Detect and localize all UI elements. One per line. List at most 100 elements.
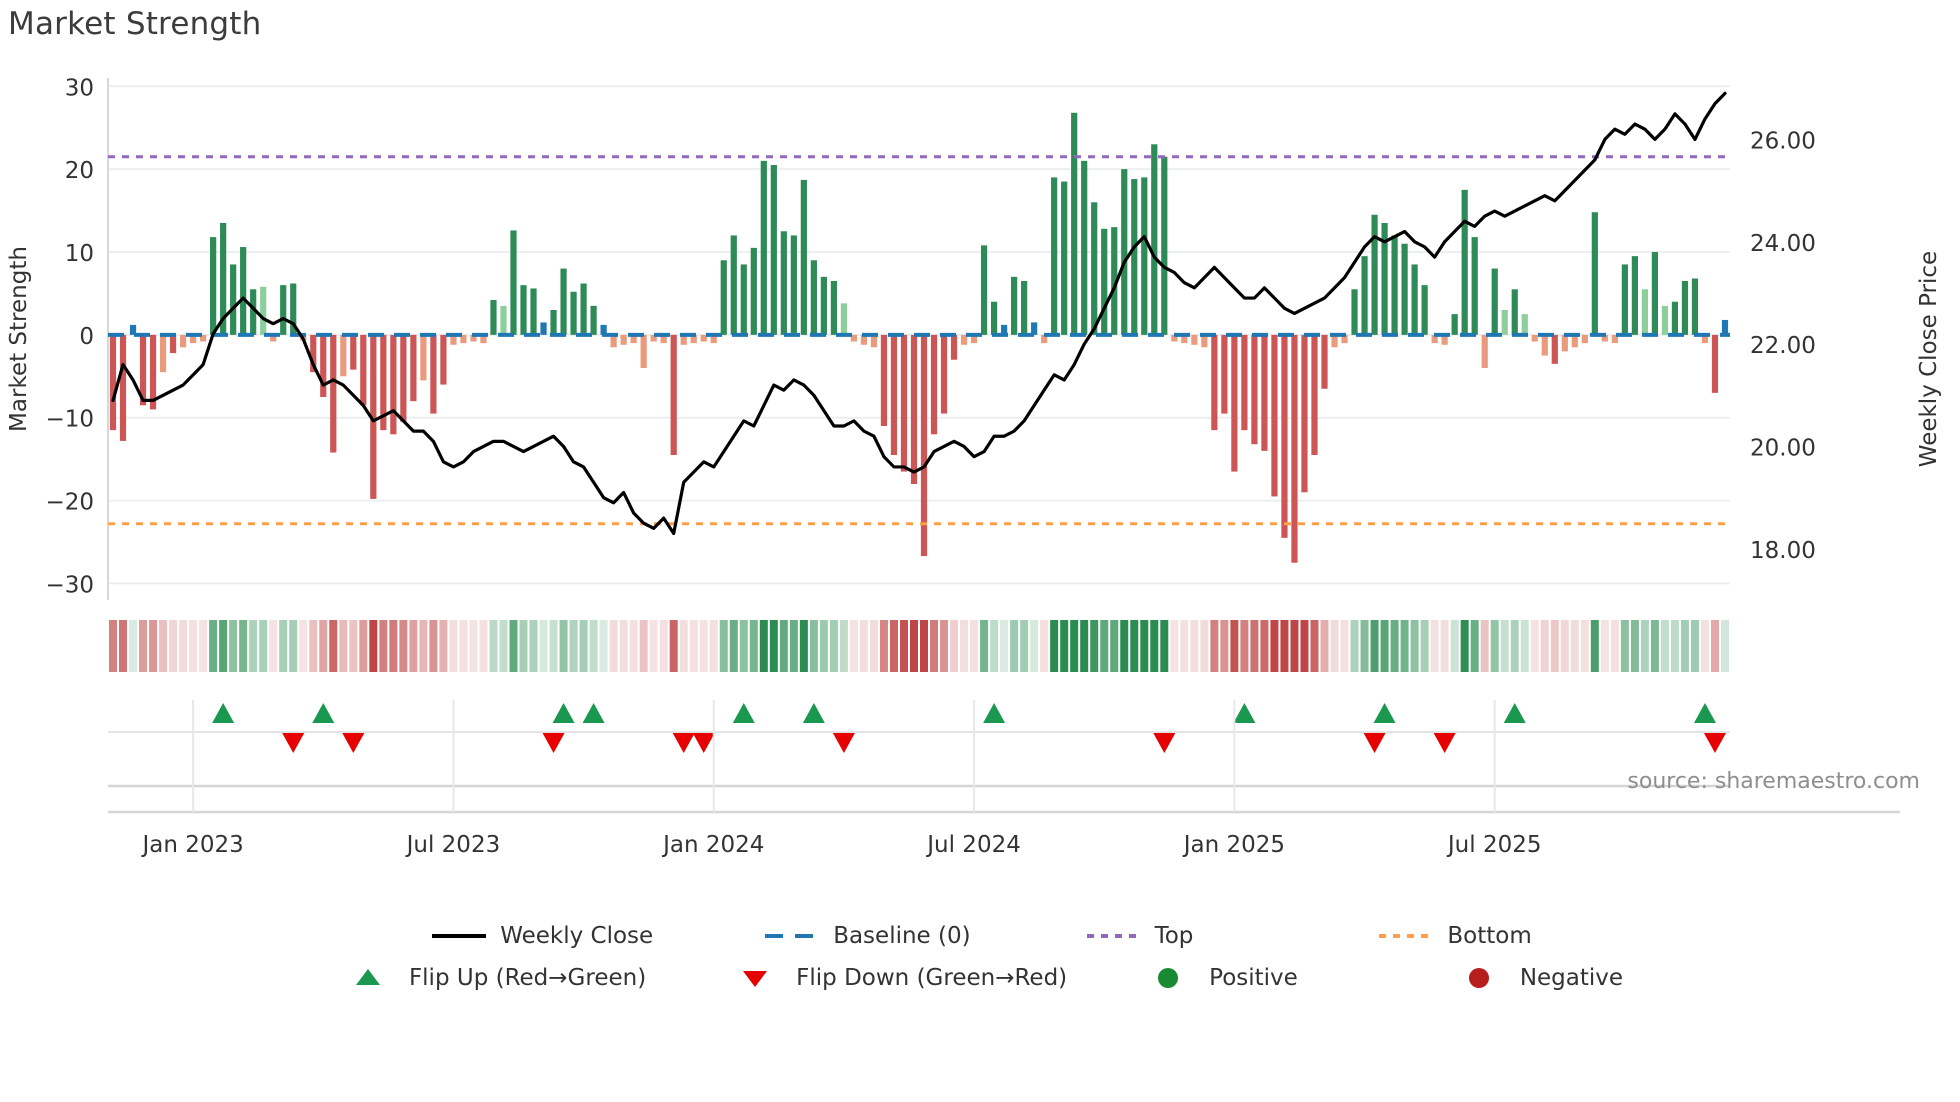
strength-bar [350,334,357,370]
heatmap-cell [980,620,989,672]
strength-bar [940,334,948,414]
heatmap-cell [719,620,728,672]
strength-bar [1371,214,1378,335]
heatmap-cell [619,620,628,672]
x-axis-tick-label: Jan 2025 [1182,832,1285,858]
strength-bar [290,283,297,335]
heatmap-cell [1270,620,1279,672]
heatmap-cell [379,620,388,672]
strength-bar [1001,324,1008,335]
y-axis-tick-label: −30 [45,572,94,598]
legend-item-negative[interactable]: Negative [1448,965,1623,991]
heatmap-cell [739,620,748,672]
strength-bar [1521,314,1528,335]
heatmap-cell [930,620,939,672]
heatmap-cell [669,620,678,672]
heatmap-cell [839,620,848,672]
heatmap-cell [1020,620,1029,672]
legend-label: Baseline (0) [833,923,971,949]
dashed-line-icon [761,928,823,944]
legend-item-flip-down-green-red[interactable]: Flip Down (Green→Red) [724,965,1067,991]
strength-bar [1351,289,1358,335]
heatmap-cell [1630,620,1639,672]
strength-bar [1721,319,1729,335]
flip-up-marker [312,703,335,723]
strength-bar [1451,314,1458,335]
solid-line-icon [428,928,490,944]
heatmap-cell [1700,620,1709,672]
strength-bar [530,288,537,335]
heatmap-cell [1160,620,1169,672]
strength-bar [1601,334,1608,342]
strength-bar [440,334,447,385]
flip-down-marker [1363,733,1386,753]
heatmap-cell [1570,620,1579,672]
heatmap-cell [159,620,168,672]
strength-bar [1221,334,1228,414]
heatmap-cell [1070,620,1079,672]
strength-bar [1051,177,1058,335]
heatmap-cell [369,620,378,672]
strength-bar [1151,144,1158,335]
strength-bar [750,247,757,335]
strength-bar [990,301,998,335]
strength-bar [1191,334,1198,345]
strength-bar [1391,235,1398,335]
strength-bar [1501,310,1508,335]
legend-item-bottom[interactable]: Bottom [1375,923,1532,949]
heatmap-cell [899,620,908,672]
flip-down-marker [1153,733,1176,753]
legend-item-flip-up-red-green[interactable]: Flip Up (Red→Green) [337,965,646,991]
strength-bar [640,334,647,368]
y-axis-title: Market Strength [6,246,32,432]
source-note: source: sharemaestro.com [1627,769,1920,794]
y2-axis-tick-label: 22.00 [1750,333,1816,359]
legend-item-weekly-close[interactable]: Weekly Close [428,923,653,949]
strength-bar [250,289,257,335]
heatmap-cell [329,620,338,672]
heatmap-cell [1040,620,1049,672]
heatmap-cell [809,620,818,672]
y2-axis-tick-label: 24.00 [1750,231,1816,257]
heatmap-cell [1100,620,1109,672]
strength-bar [830,281,837,335]
legend-item-baseline-0[interactable]: Baseline (0) [761,923,971,949]
flip-down-marker [672,733,695,753]
strength-bar [520,285,527,335]
strength-bar [480,334,487,344]
flip-up-marker [983,703,1006,723]
heatmap-cell [1660,620,1669,672]
heatmap-cell [679,620,688,672]
heatmap-cell [799,620,808,672]
y2-axis-tick-label: 18.00 [1750,538,1816,564]
heatmap-cell [129,620,138,672]
strength-bar [370,334,377,499]
strength-bar [760,160,767,335]
heatmap-cell [1560,620,1569,672]
strength-bar [1461,189,1468,335]
strength-bar [1301,334,1308,493]
heatmap-cell [1360,620,1369,672]
legend-item-positive[interactable]: Positive [1137,965,1298,991]
strength-bar [920,334,928,557]
heatmap-cell [1520,620,1529,672]
strength-bar [780,231,787,335]
strength-bar [680,334,687,345]
heatmap-cell [1650,620,1659,672]
heatmap-cell [559,620,568,672]
strength-bar [1481,334,1488,368]
strength-bar [720,260,727,335]
legend-item-top[interactable]: Top [1083,923,1193,949]
heatmap-cell [389,620,398,672]
heatmap-cell [359,620,368,672]
strength-bar [460,334,467,344]
heatmap-cell [479,620,488,672]
legend-row-lines: Weekly Close Baseline (0) Top Bottom [0,915,1960,957]
heatmap-cell [1420,620,1429,672]
strength-bar [1491,268,1498,335]
heatmap-cell [990,620,999,672]
heatmap-cell [1260,620,1269,672]
strength-bar [190,334,197,344]
heatmap-cell [1510,620,1519,672]
strength-bar [230,264,237,335]
